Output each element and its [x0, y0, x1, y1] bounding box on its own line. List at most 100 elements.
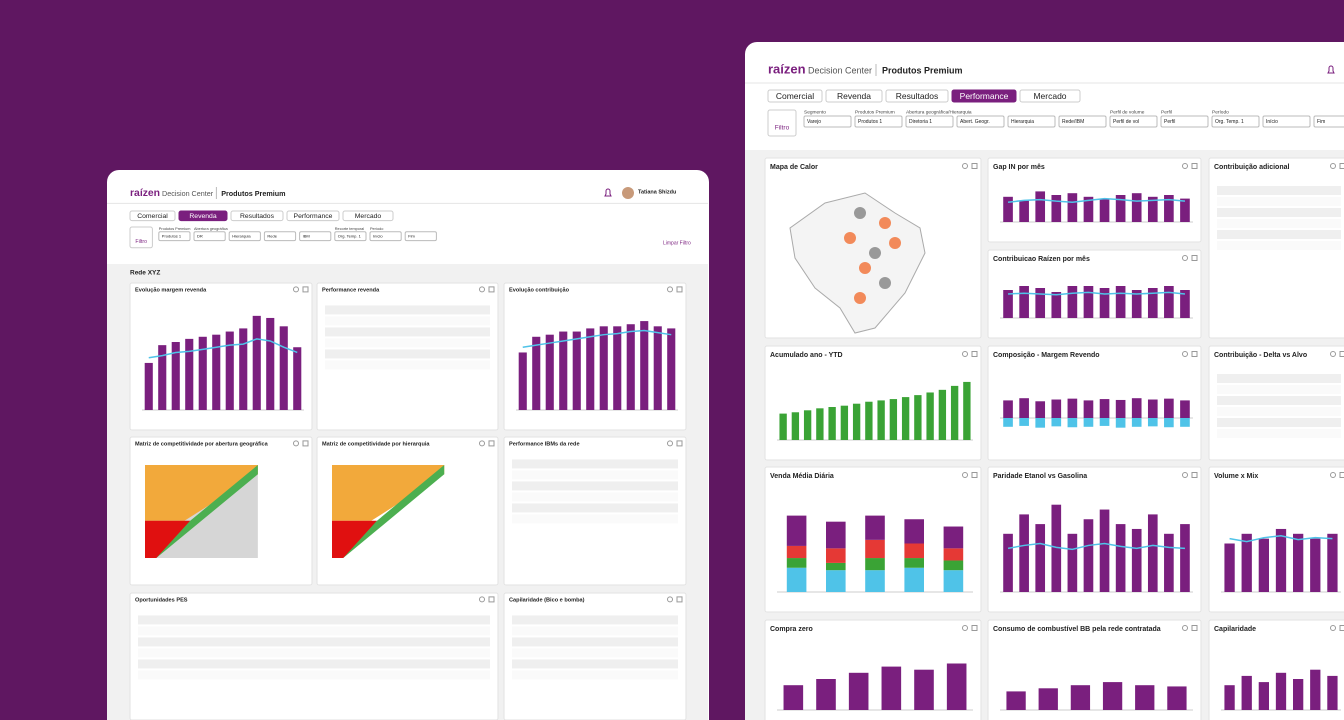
- bar-negative: [1051, 418, 1062, 427]
- dropdown[interactable]: [1007, 115, 1056, 128]
- trend-line: [1008, 291, 1186, 296]
- tab-label: Mercado: [1033, 91, 1066, 101]
- table-row: [512, 648, 678, 658]
- dropdown[interactable]: [1211, 115, 1260, 128]
- tab[interactable]: [178, 210, 228, 222]
- tab[interactable]: [1019, 89, 1081, 103]
- dropdown[interactable]: [1262, 115, 1311, 128]
- bar: [1035, 524, 1046, 592]
- bell-icon[interactable]: [604, 188, 612, 197]
- filter-caption: Período: [1212, 109, 1229, 115]
- table-row: [1217, 230, 1341, 239]
- tab[interactable]: [825, 89, 883, 103]
- bar: [791, 412, 800, 440]
- bar: [185, 338, 194, 410]
- bar-negative: [1164, 418, 1174, 428]
- panel-title: Performance IBMs da rede: [509, 442, 580, 448]
- map-bubble: [879, 277, 891, 289]
- dropdown[interactable]: [369, 231, 402, 242]
- tab[interactable]: [767, 89, 823, 103]
- info-icon: [962, 351, 968, 357]
- filter-caption: Abertura geográfica: [194, 227, 228, 231]
- filter-button[interactable]: [129, 226, 153, 249]
- dropdown[interactable]: [956, 115, 1005, 128]
- dropdown[interactable]: [193, 231, 226, 242]
- stacked-bar: [786, 558, 807, 568]
- table-row: [512, 637, 678, 647]
- stacked-bar: [943, 526, 964, 549]
- bar: [1180, 524, 1190, 592]
- bar: [1327, 533, 1338, 592]
- bar: [1099, 288, 1110, 318]
- bar: [1035, 401, 1046, 418]
- bar: [1310, 538, 1321, 592]
- tab[interactable]: [951, 89, 1017, 103]
- tab[interactable]: [129, 210, 176, 222]
- dropdown[interactable]: [1058, 115, 1107, 128]
- dropdown[interactable]: [263, 231, 297, 242]
- bell-icon[interactable]: [1327, 65, 1335, 74]
- bar: [266, 317, 275, 410]
- dropdown[interactable]: [1109, 115, 1158, 128]
- bar: [1241, 533, 1252, 592]
- matrix-upper: [332, 465, 445, 521]
- bar: [640, 321, 649, 410]
- panel-title: Capilaridade: [1214, 626, 1256, 633]
- dropdown[interactable]: [905, 115, 954, 128]
- filter-button[interactable]: [767, 109, 797, 137]
- bar: [926, 392, 934, 440]
- expand-icon: [1339, 351, 1344, 357]
- info-icon: [1182, 255, 1188, 261]
- dropdown[interactable]: [404, 231, 437, 242]
- stacked-bar: [826, 521, 846, 549]
- bar: [1258, 682, 1269, 710]
- panel-title: Evolução margem revenda: [135, 288, 207, 294]
- dropdown[interactable]: [334, 231, 367, 242]
- dropdown[interactable]: [1160, 115, 1209, 128]
- dropdown[interactable]: [228, 231, 261, 242]
- bar: [852, 403, 861, 440]
- dropdown-value: Abert. Geogr.: [960, 119, 990, 125]
- dropdown-value: Varejo: [807, 119, 821, 125]
- bar: [1006, 691, 1026, 710]
- bar: [252, 315, 261, 410]
- bar: [1275, 528, 1287, 592]
- bar: [1241, 675, 1252, 710]
- clear-filter[interactable]: Limpar Filtro: [663, 240, 691, 246]
- dropdown[interactable]: [803, 115, 852, 128]
- app-name: Decision Center: [162, 189, 214, 198]
- dropdown[interactable]: [854, 115, 903, 128]
- dropdown-value: Produtos 1: [162, 233, 182, 238]
- table-row: [1217, 385, 1341, 394]
- expand-icon: [1339, 625, 1344, 631]
- bar: [1115, 524, 1126, 592]
- bar: [586, 328, 595, 410]
- dropdown[interactable]: [1313, 115, 1344, 128]
- expand-icon: [1191, 255, 1198, 261]
- dropdown[interactable]: [299, 231, 332, 242]
- filter-label: Filtro: [775, 125, 790, 132]
- expand-icon: [971, 351, 978, 357]
- expand-icon: [676, 440, 683, 447]
- map-shape: [789, 192, 926, 334]
- stacked-bar: [786, 515, 807, 546]
- tab[interactable]: [885, 89, 949, 103]
- bar: [963, 381, 971, 440]
- bar: [1164, 398, 1174, 418]
- dropdown-value: Rede/IBM: [1062, 119, 1084, 125]
- dropdown[interactable]: [158, 231, 191, 242]
- tab[interactable]: [286, 210, 340, 222]
- bar: [1051, 195, 1062, 222]
- tab[interactable]: [342, 210, 394, 222]
- bar: [946, 663, 967, 710]
- expand-icon: [302, 286, 309, 293]
- bar: [1003, 196, 1013, 222]
- info-icon: [962, 472, 968, 478]
- bar: [626, 324, 635, 410]
- bar: [840, 405, 849, 440]
- table-row: [1217, 407, 1341, 416]
- tab-label: Performance: [960, 91, 1009, 101]
- tab[interactable]: [230, 210, 284, 222]
- tab-label: Revenda: [837, 91, 871, 101]
